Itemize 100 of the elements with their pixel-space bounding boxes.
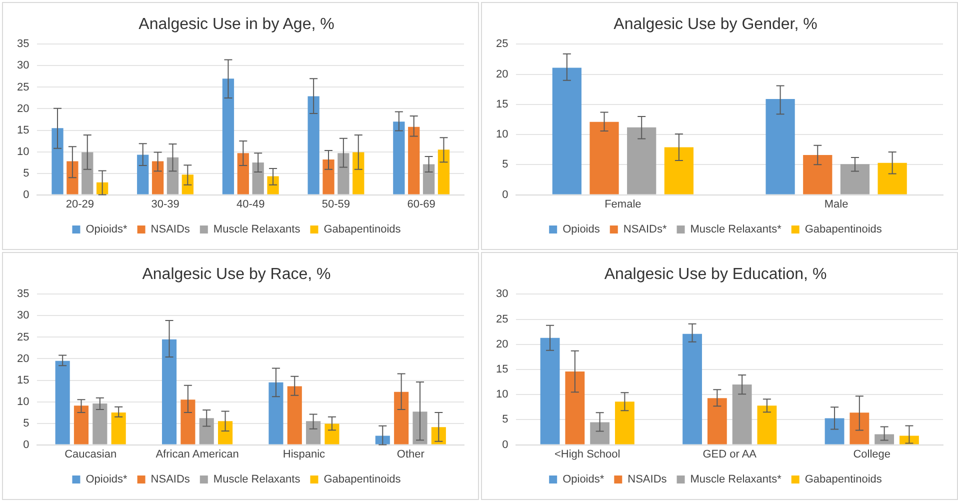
bar bbox=[252, 162, 264, 194]
y-tick-label: 0 bbox=[502, 188, 508, 201]
y-tick-label: 15 bbox=[16, 124, 30, 136]
bar bbox=[324, 424, 340, 444]
bar bbox=[82, 152, 94, 194]
bar bbox=[352, 152, 364, 194]
x-tick-label: <High School bbox=[554, 448, 620, 460]
bar bbox=[590, 122, 619, 194]
legend-label: Gabapentinoids bbox=[324, 474, 402, 486]
bar bbox=[393, 122, 405, 194]
bar bbox=[412, 412, 428, 444]
bar bbox=[74, 406, 89, 444]
x-tick-label: Male bbox=[824, 198, 848, 210]
bar bbox=[540, 338, 560, 444]
bar bbox=[627, 127, 656, 194]
y-tick-label: 10 bbox=[496, 128, 508, 141]
x-tick-label: Caucasian bbox=[64, 448, 117, 460]
bar bbox=[180, 400, 196, 444]
y-tick-label: 15 bbox=[16, 374, 30, 386]
bar bbox=[707, 398, 727, 444]
x-tick-label: GED or AA bbox=[702, 448, 758, 460]
y-tick-label: 25 bbox=[16, 81, 30, 94]
bar bbox=[840, 164, 870, 194]
legend-label: Opioids bbox=[562, 224, 600, 236]
bar bbox=[664, 147, 694, 194]
y-tick-label: 0 bbox=[23, 438, 30, 451]
x-tick-label: College bbox=[853, 448, 891, 460]
bar bbox=[900, 436, 919, 444]
y-tick-label: 30 bbox=[16, 310, 30, 322]
chart-title: Analgesic Use in by Age, % bbox=[138, 16, 334, 34]
y-tick-label: 25 bbox=[496, 38, 508, 50]
x-tick-label: 50-59 bbox=[322, 198, 350, 210]
bar bbox=[152, 161, 164, 194]
legend-label: Opioids* bbox=[86, 474, 128, 486]
y-tick-label: 20 bbox=[16, 102, 30, 115]
x-tick-label: Hispanic bbox=[282, 448, 326, 460]
bar bbox=[552, 68, 582, 194]
bar bbox=[850, 412, 870, 444]
bar bbox=[166, 157, 179, 194]
x-tick-label: 60-69 bbox=[407, 198, 436, 210]
y-tick-label: 5 bbox=[502, 414, 508, 426]
y-tick-label: 10 bbox=[16, 146, 30, 158]
chart-title: Analgesic Use by Gender, % bbox=[614, 16, 818, 34]
y-tick-label: 15 bbox=[496, 98, 508, 110]
bar bbox=[878, 162, 907, 194]
legend-label: NSAIDs bbox=[150, 224, 190, 236]
y-tick-label: 30 bbox=[496, 288, 508, 300]
bar bbox=[222, 78, 234, 194]
y-tick-label: 35 bbox=[16, 288, 30, 300]
bar bbox=[267, 176, 279, 194]
bar bbox=[565, 372, 585, 444]
bar bbox=[590, 422, 610, 444]
bar bbox=[338, 153, 350, 194]
bar bbox=[96, 182, 108, 194]
y-tick-label: 20 bbox=[496, 68, 508, 80]
x-tick-label: African American bbox=[156, 448, 239, 460]
chart-title: Analgesic Use by Education, % bbox=[604, 266, 827, 284]
legend-label: NSAIDs bbox=[628, 474, 668, 486]
y-tick-label: 25 bbox=[496, 313, 508, 326]
bar bbox=[422, 164, 435, 194]
y-tick-label: 10 bbox=[496, 388, 508, 401]
bar bbox=[92, 403, 108, 444]
legend-label: Muscle Relaxants bbox=[213, 474, 301, 486]
bar bbox=[55, 360, 70, 444]
bar bbox=[52, 128, 64, 194]
y-tick-label: 0 bbox=[23, 188, 30, 201]
bar bbox=[199, 418, 214, 444]
legend-label: Gabapentinoids bbox=[324, 224, 402, 236]
bar bbox=[803, 155, 832, 194]
bar bbox=[182, 174, 194, 194]
bar bbox=[66, 161, 78, 194]
bar bbox=[874, 434, 894, 444]
x-tick-label: 40-49 bbox=[236, 198, 265, 210]
legend-label: Gabapentinoids bbox=[804, 474, 882, 486]
bar bbox=[438, 150, 450, 194]
bar bbox=[375, 436, 390, 444]
bar bbox=[408, 126, 420, 194]
legend-label: NSAIDs bbox=[150, 474, 190, 486]
bar bbox=[111, 412, 126, 444]
legend-label: Opioids* bbox=[86, 224, 128, 236]
bar bbox=[766, 99, 795, 194]
bar bbox=[394, 392, 409, 444]
legend-label: Muscle Relaxants* bbox=[690, 224, 782, 236]
bar bbox=[431, 427, 446, 444]
legend-label: NSAIDs* bbox=[623, 224, 668, 236]
bar bbox=[268, 382, 284, 444]
y-tick-label: 25 bbox=[16, 331, 30, 344]
x-tick-label: Female bbox=[604, 198, 642, 210]
x-tick-label: 20-29 bbox=[66, 198, 94, 210]
bar bbox=[824, 418, 844, 444]
y-tick-label: 0 bbox=[502, 438, 508, 451]
y-tick-label: 20 bbox=[496, 338, 508, 350]
bar bbox=[287, 386, 302, 444]
y-tick-label: 20 bbox=[16, 352, 30, 365]
bar bbox=[757, 406, 777, 444]
bar bbox=[237, 153, 249, 194]
legend-label: Muscle Relaxants bbox=[213, 224, 301, 236]
y-tick-label: 10 bbox=[16, 396, 30, 408]
bar bbox=[732, 384, 752, 444]
bar bbox=[614, 402, 634, 444]
